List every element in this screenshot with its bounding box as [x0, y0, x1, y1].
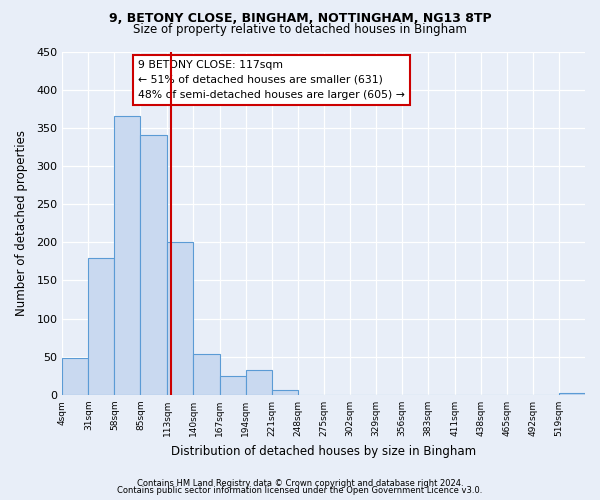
Text: 9, BETONY CLOSE, BINGHAM, NOTTINGHAM, NG13 8TP: 9, BETONY CLOSE, BINGHAM, NOTTINGHAM, NG…: [109, 12, 491, 26]
Text: Contains HM Land Registry data © Crown copyright and database right 2024.: Contains HM Land Registry data © Crown c…: [137, 478, 463, 488]
Bar: [559, 392, 585, 395]
Bar: [272, 390, 298, 395]
Bar: [245, 370, 272, 395]
Bar: [140, 136, 167, 395]
Text: Contains public sector information licensed under the Open Government Licence v3: Contains public sector information licen…: [118, 486, 482, 495]
Text: Size of property relative to detached houses in Bingham: Size of property relative to detached ho…: [133, 22, 467, 36]
Bar: [62, 358, 88, 395]
Bar: [115, 116, 140, 395]
Bar: [167, 242, 193, 395]
Text: 9 BETONY CLOSE: 117sqm
← 51% of detached houses are smaller (631)
48% of semi-de: 9 BETONY CLOSE: 117sqm ← 51% of detached…: [138, 60, 405, 100]
X-axis label: Distribution of detached houses by size in Bingham: Distribution of detached houses by size …: [171, 444, 476, 458]
Bar: [193, 354, 220, 395]
Title: 9, BETONY CLOSE, BINGHAM, NOTTINGHAM, NG13 8TP
Size of property relative to deta: 9, BETONY CLOSE, BINGHAM, NOTTINGHAM, NG…: [0, 499, 1, 500]
Y-axis label: Number of detached properties: Number of detached properties: [15, 130, 28, 316]
Bar: [220, 376, 245, 395]
Bar: [88, 258, 115, 395]
